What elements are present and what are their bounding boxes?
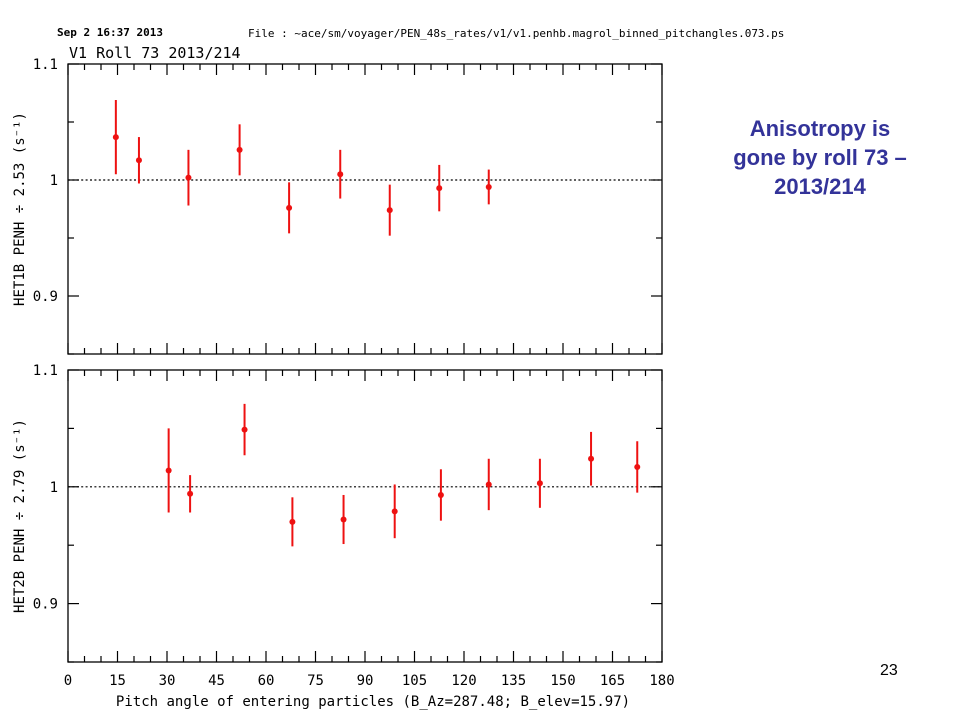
- x-tick-label: 120: [451, 673, 476, 689]
- data-point: [386, 207, 393, 214]
- axis-ticks: [67, 369, 663, 663]
- callout-line-3: 2013/214: [774, 174, 866, 199]
- data-point: [634, 463, 641, 470]
- data-points: [112, 99, 492, 236]
- data-point: [337, 171, 344, 178]
- y-tick-label: 1: [50, 480, 58, 496]
- data-point: [485, 183, 492, 190]
- x-tick-label: 90: [357, 673, 374, 689]
- x-tick-label: 75: [307, 673, 324, 689]
- data-point: [436, 185, 443, 192]
- data-points: [165, 403, 641, 547]
- x-tick-label: 165: [600, 673, 625, 689]
- data-point: [185, 174, 192, 181]
- top-panel-het1b: 1.1 1 0.9 HET1B PENH ÷ 2.53 (s⁻¹): [12, 57, 663, 355]
- data-point: [536, 480, 543, 487]
- x-tick-label: 180: [649, 673, 674, 689]
- data-point: [165, 467, 172, 474]
- data-point: [340, 516, 347, 523]
- y-axis-label: HET2B PENH ÷ 2.79 (s⁻¹): [12, 419, 28, 613]
- y-tick-label: 1.1: [33, 57, 58, 73]
- data-point: [112, 134, 119, 141]
- bottom-panel-het2b: 1.1 1 0.9 HET2B PENH ÷ 2.79 (s⁻¹) 0 15 30 45 6…: [12, 363, 675, 710]
- x-tick-label: 15: [109, 673, 126, 689]
- y-tick-labels: 1.1 1 0.9: [33, 363, 58, 613]
- file-path-label: File : ~ace/sm/voyager/PEN_48s_rates/v1/…: [248, 27, 784, 40]
- data-point: [391, 508, 398, 515]
- x-tick-label: 105: [402, 673, 427, 689]
- axis-ticks: [67, 63, 663, 355]
- y-tick-label: 1.1: [33, 363, 58, 379]
- plot-title: V1 Roll 73 2013/214: [69, 44, 241, 62]
- data-point: [437, 491, 444, 498]
- x-tick-label: 135: [501, 673, 526, 689]
- timestamp-label: Sep 2 16:37 2013: [57, 26, 163, 39]
- data-point: [187, 490, 194, 497]
- plot-frame: [67, 63, 663, 355]
- data-point: [588, 455, 595, 462]
- anisotropy-callout: Anisotropy is gone by roll 73 – 2013/214: [702, 114, 938, 201]
- x-tick-label: 30: [159, 673, 176, 689]
- x-tick-label: 45: [208, 673, 225, 689]
- data-point: [236, 146, 243, 153]
- y-tick-labels: 1.1 1 0.9: [33, 57, 58, 305]
- data-point: [241, 426, 248, 433]
- data-point: [289, 518, 296, 525]
- x-axis-label: Pitch angle of entering particles (B_Az=…: [116, 694, 630, 710]
- y-axis-label: HET1B PENH ÷ 2.53 (s⁻¹): [12, 112, 28, 306]
- x-tick-label: 150: [550, 673, 575, 689]
- data-point: [485, 481, 492, 488]
- callout-line-2: gone by roll 73 –: [733, 145, 907, 170]
- y-tick-label: 0.9: [33, 289, 58, 305]
- slide-number: 23: [880, 662, 898, 679]
- data-point: [286, 204, 293, 211]
- callout-line-1: Anisotropy is: [749, 116, 891, 141]
- y-tick-label: 0.9: [33, 597, 58, 613]
- x-tick-label: 0: [64, 673, 72, 689]
- plot-frame: [67, 369, 663, 663]
- y-tick-label: 1: [50, 173, 58, 189]
- x-tick-label: 60: [258, 673, 275, 689]
- x-tick-labels: 0 15 30 45 60 75 90 105 120 135 150 165 180: [64, 673, 675, 689]
- data-point: [135, 157, 142, 164]
